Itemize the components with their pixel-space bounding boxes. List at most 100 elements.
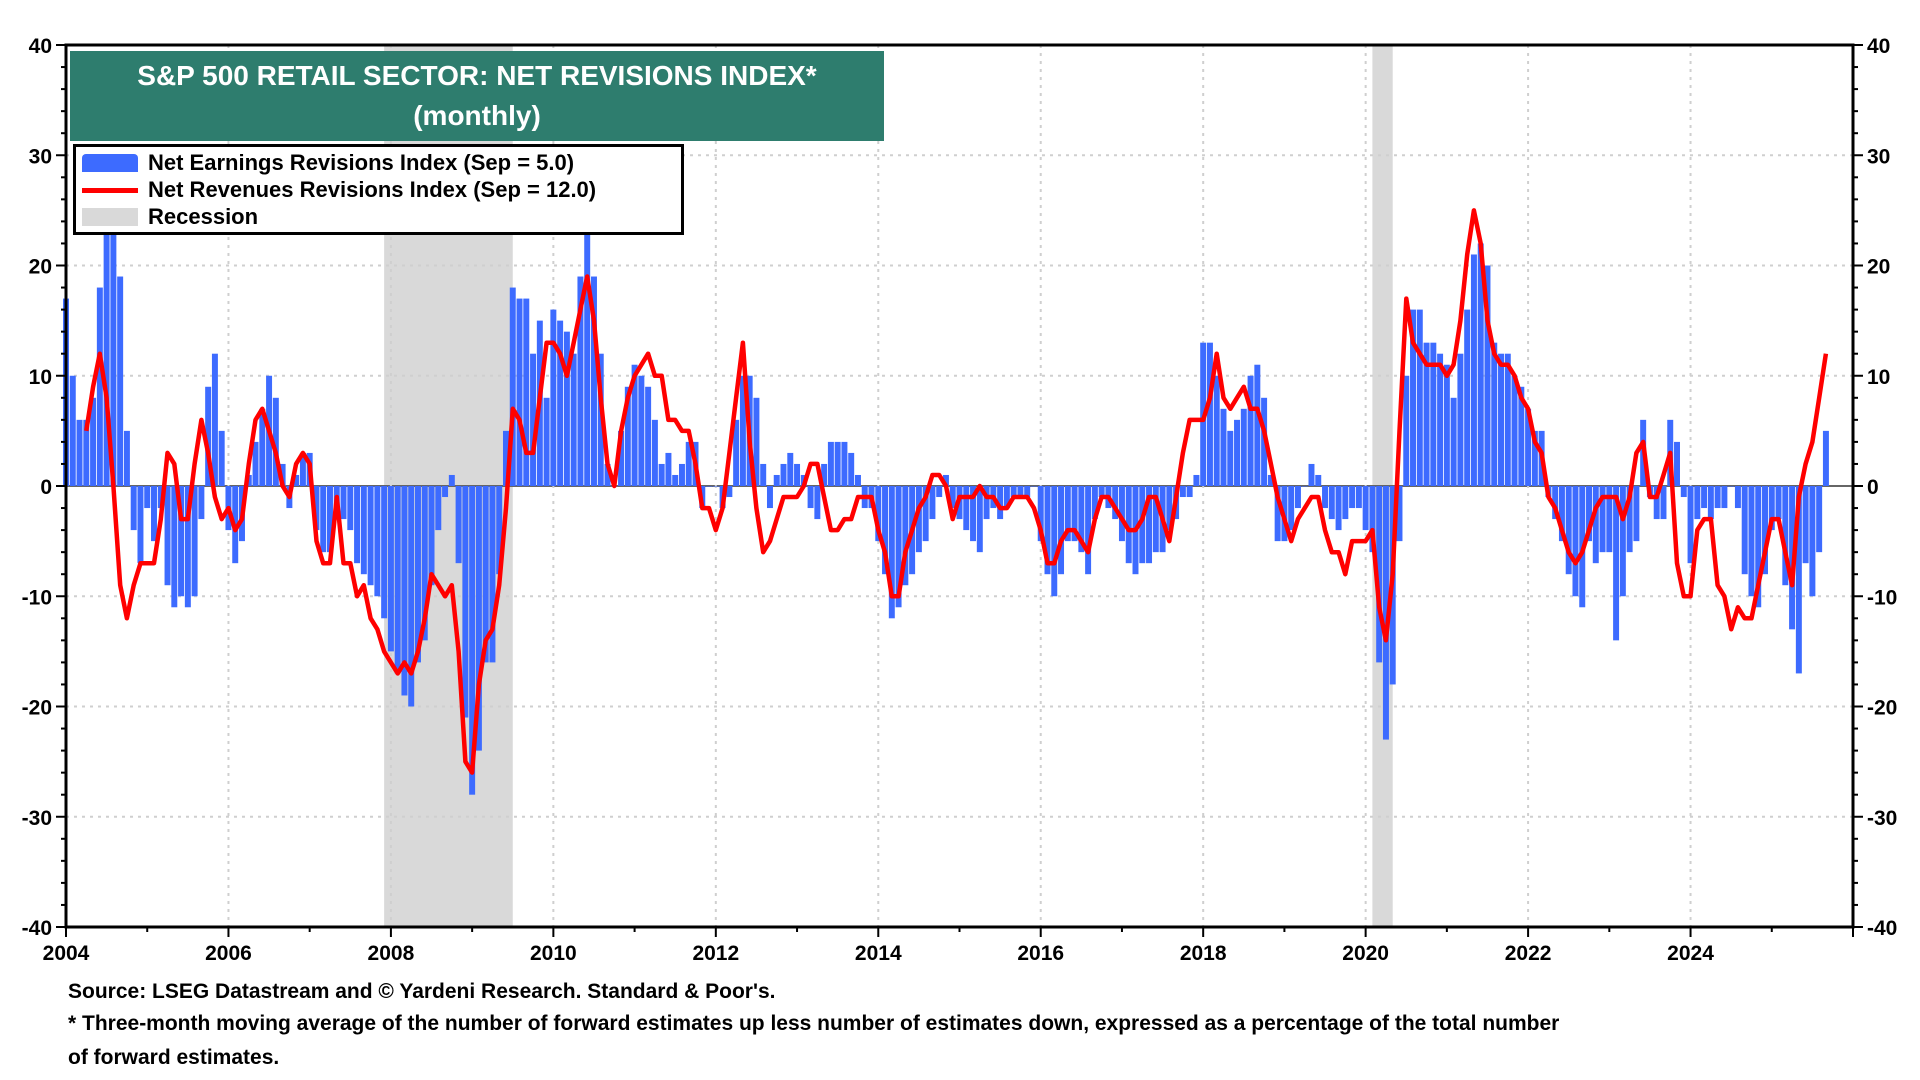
y-tick-label-left: 40	[29, 35, 52, 58]
earnings-bar	[726, 486, 733, 498]
earnings-bar	[1687, 486, 1694, 564]
earnings-bar	[942, 474, 949, 486]
x-tick-label: 2022	[1505, 942, 1552, 965]
earnings-bar	[1741, 486, 1748, 575]
y-tick-label-left: -30	[22, 807, 52, 830]
earnings-bar	[936, 486, 943, 498]
legend-bar-swatch	[82, 154, 138, 172]
earnings-bar	[1511, 375, 1518, 486]
earnings-bar	[1721, 486, 1728, 509]
earnings-bar	[1166, 486, 1173, 531]
y-tick-label-right: 40	[1867, 35, 1890, 58]
footnote-line-1: * Three-month moving average of the numb…	[68, 1012, 1560, 1035]
earnings-bar	[1037, 486, 1044, 542]
earnings-bar	[1118, 486, 1125, 542]
earnings-bar	[164, 486, 171, 586]
earnings-bar	[1782, 486, 1789, 586]
revenues-line	[84, 208, 1829, 775]
earnings-bar	[1802, 486, 1809, 564]
earnings-bar	[293, 474, 300, 486]
y-tick-label-right: -40	[1867, 917, 1897, 940]
earnings-bar	[415, 486, 421, 663]
earnings-bar	[1051, 486, 1058, 597]
x-tick-label: 2006	[205, 942, 252, 965]
earnings-bar	[685, 441, 692, 486]
earnings-bar	[1274, 486, 1281, 542]
earnings-bar	[374, 486, 381, 597]
y-tick-label-right: 10	[1867, 366, 1890, 389]
earnings-bar	[618, 430, 625, 486]
earnings-bar	[1078, 486, 1085, 553]
earnings-bar	[1240, 408, 1247, 486]
earnings-bar	[1450, 397, 1457, 486]
earnings-bar	[1552, 486, 1559, 520]
earnings-bar	[787, 452, 794, 486]
earnings-bar	[442, 486, 449, 498]
earnings-bar	[1369, 486, 1376, 553]
earnings-bar	[530, 353, 537, 486]
earnings-bar	[1707, 486, 1714, 520]
earnings-bar	[1518, 386, 1525, 486]
earnings-bar	[1335, 486, 1342, 531]
earnings-bar	[211, 353, 218, 486]
earnings-bar	[1064, 486, 1071, 542]
y-tick-label-right: 20	[1867, 256, 1890, 279]
earnings-bar	[1355, 486, 1362, 509]
earnings-bar	[502, 430, 509, 486]
earnings-bar	[1423, 342, 1430, 486]
earnings-bar	[1342, 486, 1349, 520]
earnings-bar	[272, 397, 279, 486]
earnings-bar	[651, 419, 658, 486]
earnings-bar	[1531, 430, 1538, 486]
earnings-bar	[509, 287, 516, 486]
earnings-bar	[1315, 474, 1322, 486]
earnings-bar	[1288, 486, 1295, 531]
earnings-bar	[875, 486, 882, 542]
earnings-bar	[631, 364, 638, 486]
earnings-bar	[482, 486, 489, 663]
earnings-bar	[1416, 309, 1423, 486]
earnings-bar	[313, 486, 320, 531]
earnings-bar	[1071, 486, 1078, 542]
earnings-bar	[997, 486, 1004, 520]
y-tick-label-left: 20	[29, 256, 52, 279]
legend-label-revenues: Net Revenues Revisions Index (Sep = 12.0…	[148, 177, 597, 202]
earnings-bar	[902, 486, 909, 586]
earnings-bar	[1376, 486, 1383, 663]
earnings-bar	[1734, 486, 1741, 509]
earnings-bar	[1748, 486, 1755, 597]
earnings-bar	[1234, 419, 1241, 486]
earnings-bar	[90, 397, 97, 486]
earnings-bar	[1775, 486, 1782, 520]
earnings-bar	[1809, 486, 1816, 597]
earnings-bar	[1768, 486, 1775, 531]
earnings-bar	[1193, 474, 1200, 486]
earnings-bar	[1464, 309, 1471, 486]
earnings-bar	[205, 386, 212, 486]
legend-item-recession: Recession	[82, 204, 258, 230]
legend: Net Earnings Revisions Index (Sep = 5.0)…	[73, 144, 684, 235]
earnings-bar	[123, 430, 130, 486]
earnings-bar	[130, 486, 137, 531]
earnings-bar	[590, 276, 597, 486]
earnings-bar	[428, 486, 435, 586]
earnings-bar	[888, 486, 895, 619]
x-tick-label: 2012	[692, 942, 739, 965]
chart-title-box: S&P 500 RETAIL SECTOR: NET REVISIONS IND…	[70, 51, 884, 141]
earnings-bar	[327, 486, 333, 553]
chart-title: S&P 500 RETAIL SECTOR: NET REVISIONS IND…	[137, 60, 817, 91]
x-tick-label: 2016	[1017, 942, 1064, 965]
earnings-bar	[381, 486, 388, 619]
y-tick-label-right: 30	[1867, 145, 1890, 168]
earnings-bar	[218, 430, 225, 486]
earnings-bar	[1525, 408, 1532, 486]
earnings-bar	[1599, 486, 1606, 553]
x-tick-label: 2004	[43, 942, 90, 965]
earnings-bar	[1024, 486, 1031, 498]
earnings-bar	[157, 486, 164, 509]
earnings-bar	[144, 486, 151, 509]
earnings-bar	[1247, 375, 1254, 486]
earnings-bar	[259, 408, 266, 486]
earnings-bar	[1179, 486, 1186, 498]
